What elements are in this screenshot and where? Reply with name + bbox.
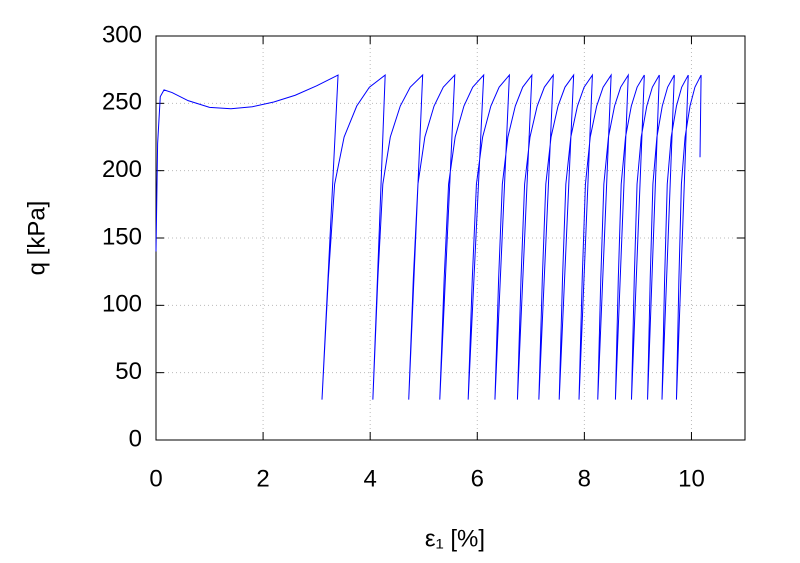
- x-tick-label: 8: [578, 465, 591, 492]
- x-tick-label: 2: [256, 465, 269, 492]
- x-axis-label: ε₁ [%]: [425, 525, 485, 552]
- y-axis-label: q [kPa]: [23, 201, 50, 276]
- x-tick-label: 6: [471, 465, 484, 492]
- y-tick-label: 250: [102, 89, 142, 116]
- y-tick-label: 150: [102, 223, 142, 250]
- y-tick-label: 200: [102, 156, 142, 183]
- y-tick-label: 0: [129, 425, 142, 452]
- y-tick-label: 300: [102, 21, 142, 48]
- y-tick-label: 100: [102, 291, 142, 318]
- x-tick-label: 10: [678, 465, 705, 492]
- x-tick-label: 4: [364, 465, 377, 492]
- y-tick-label: 50: [115, 358, 142, 385]
- data-line: [155, 73, 702, 400]
- x-tick-label: 0: [149, 465, 162, 492]
